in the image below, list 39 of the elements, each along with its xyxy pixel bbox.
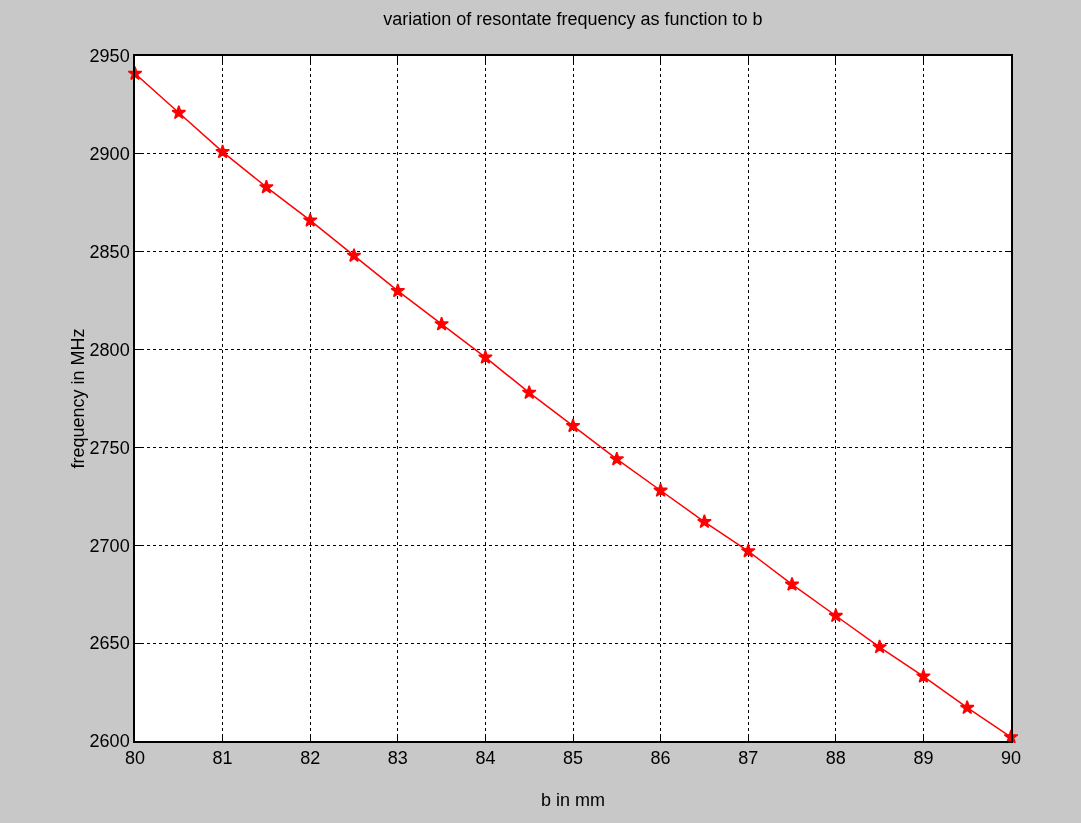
point	[609, 451, 625, 466]
chart-title: variation of resontate frequency as function to b	[383, 8, 763, 29]
y-tick-label: 2950	[89, 46, 130, 67]
y-tick-label: 2850	[89, 242, 130, 263]
x-tick-label: 87	[738, 748, 759, 769]
point	[565, 418, 581, 433]
x-tick-label: 84	[475, 748, 496, 769]
x-tick-label: 81	[212, 748, 233, 769]
y-tick-label: 2650	[89, 633, 130, 654]
x-tick-label: 82	[300, 748, 321, 769]
point	[828, 607, 844, 623]
y-tick-label: 2800	[89, 339, 130, 360]
y-axis-title: frequency in MHz	[67, 328, 88, 469]
x-tick-label: 89	[913, 748, 934, 769]
y-tick-label: 2700	[89, 535, 130, 556]
point	[872, 639, 888, 654]
point	[434, 316, 450, 331]
point	[740, 543, 756, 558]
y-tick-label: 2750	[89, 437, 130, 458]
x-tick-label: 83	[387, 748, 408, 769]
point	[915, 668, 931, 683]
x-tick-label: 90	[1000, 748, 1022, 769]
point	[390, 283, 406, 298]
point	[696, 514, 712, 529]
point	[784, 576, 800, 591]
point	[653, 482, 669, 497]
x-axis-title: b in mm	[540, 789, 606, 810]
point	[521, 384, 537, 400]
y-tick-label: 2900	[89, 144, 130, 165]
point	[302, 212, 318, 227]
x-tick-label: 85	[562, 748, 584, 769]
point	[258, 179, 274, 194]
x-tick-label: 88	[825, 748, 846, 769]
point	[477, 349, 493, 364]
x-tick-label: 86	[650, 748, 671, 769]
point	[171, 105, 187, 120]
point	[959, 699, 975, 715]
point	[215, 144, 231, 159]
point	[346, 247, 362, 263]
